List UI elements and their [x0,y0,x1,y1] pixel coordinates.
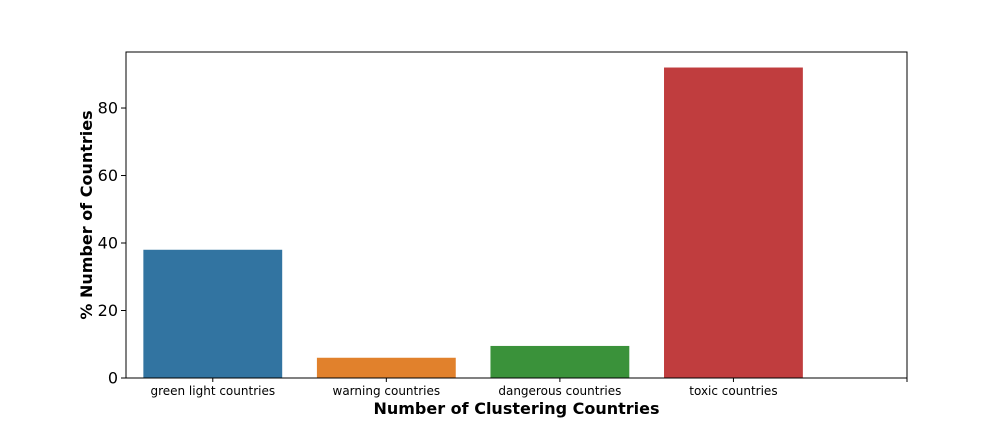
bar-warning-countries [316,357,456,378]
y-tick-label-60: 60 [98,166,118,185]
y-axis: 0 20 40 60 80 [98,99,126,388]
y-tick-label-0: 0 [108,369,118,388]
y-tick-label-80: 80 [98,99,118,118]
x-tick-label-toxic-countries: toxic countries [689,384,777,398]
bars-layer [143,67,803,379]
x-axis-title: Number of Clustering Countries [373,399,659,418]
x-tick-label-warning-countries: warning countries [333,384,441,398]
y-tick-label-40: 40 [98,234,118,253]
x-axis: green light countries warning countries da… [150,378,908,398]
plot-frame [125,51,908,379]
bar-green-light-countries [143,249,283,378]
x-tick-label-dangerous-countries: dangerous countries [498,384,621,398]
bar-dangerous-countries [490,345,630,378]
x-tick-label-green-light-countries: green light countries [150,384,275,398]
y-tick-label-20: 20 [98,301,118,320]
bar-toxic-countries [664,67,803,379]
y-axis-title: % Number of Countries [77,110,96,319]
